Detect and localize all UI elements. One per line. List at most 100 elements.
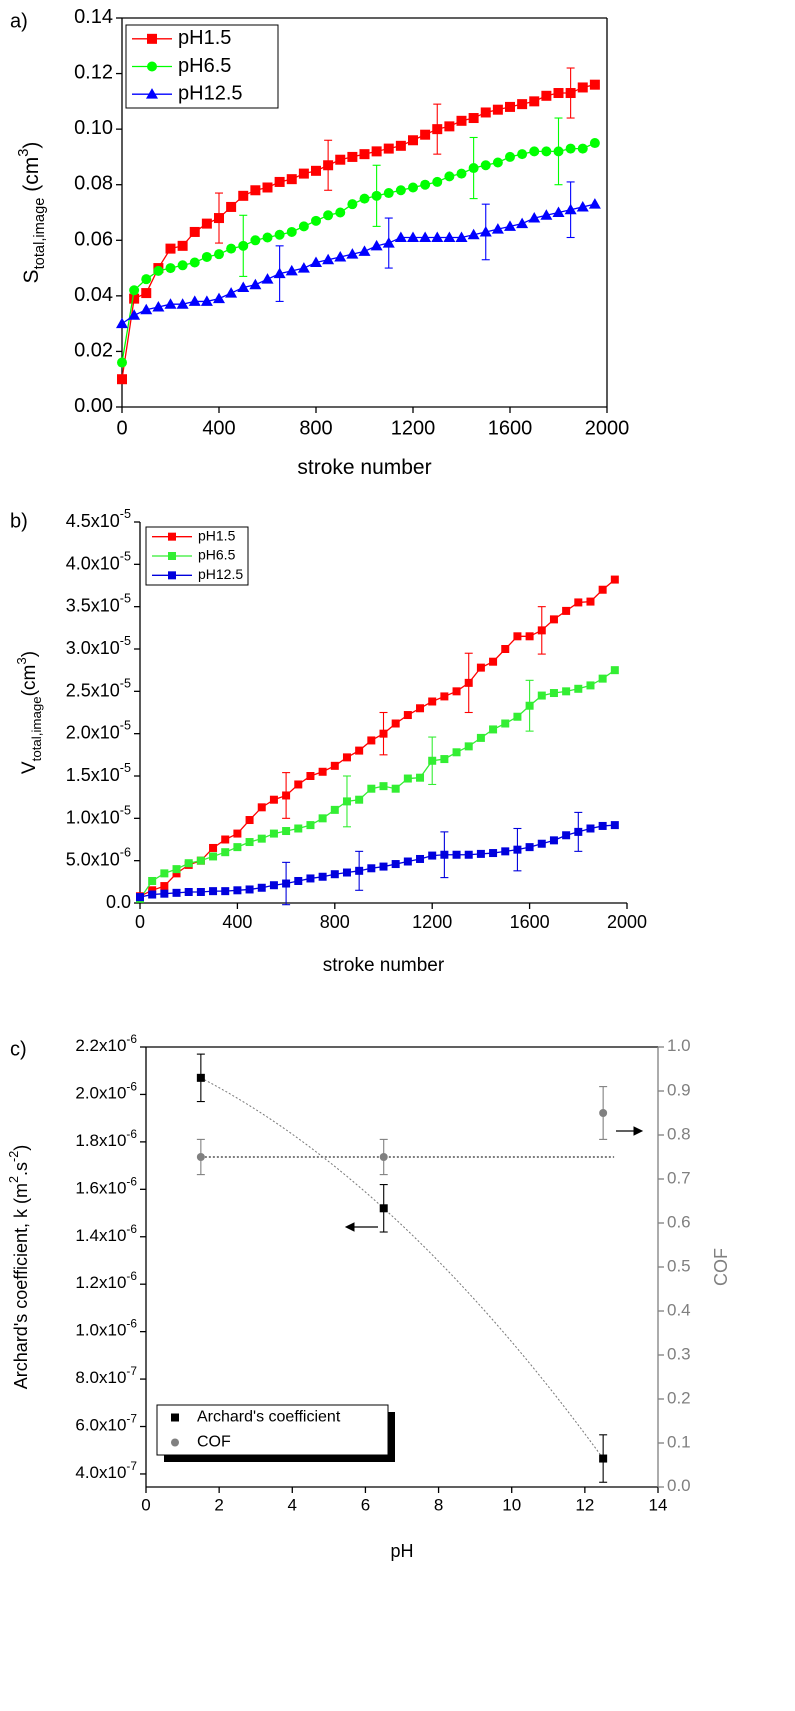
marker	[188, 295, 201, 306]
tick-label: 8	[434, 1495, 443, 1514]
marker	[286, 226, 297, 237]
y-axis-label: Stotal,image (cm3)	[16, 142, 48, 284]
tick-label: 4.5x10-5	[66, 507, 131, 530]
marker	[262, 182, 273, 193]
text-part: -5	[120, 634, 131, 648]
marker	[549, 836, 558, 845]
marker	[238, 190, 249, 201]
marker	[306, 874, 315, 883]
legend-box	[156, 1404, 389, 1456]
marker	[492, 157, 503, 168]
chart: 0 2 4 6 8 10 12 144.0x10-76.0x10-78.0x10-71.0x1…	[7, 1032, 730, 1561]
marker	[282, 827, 291, 836]
marker	[160, 869, 169, 878]
marker	[476, 663, 485, 672]
marker	[257, 883, 266, 892]
marker	[250, 235, 261, 246]
marker	[383, 188, 394, 199]
marker	[516, 217, 529, 229]
tick-label: 1.6x10-6	[75, 1174, 137, 1197]
marker	[214, 249, 224, 260]
marker	[420, 129, 431, 140]
text-part: 5.0x10	[66, 849, 120, 869]
marker	[610, 821, 619, 830]
text-part: -6	[126, 1032, 137, 1046]
marker	[141, 274, 152, 285]
marker	[428, 756, 437, 765]
marker	[489, 725, 498, 734]
marker	[452, 687, 461, 696]
marker	[586, 681, 595, 690]
marker	[501, 719, 510, 728]
marker	[148, 890, 157, 899]
marker	[403, 774, 412, 783]
marker	[428, 851, 437, 860]
text-part: 6.0x10	[75, 1416, 126, 1435]
marker	[164, 298, 177, 309]
marker	[355, 795, 364, 804]
marker	[189, 226, 200, 237]
marker	[233, 843, 242, 852]
text-part: 1.0x10	[75, 1321, 126, 1340]
marker	[196, 856, 205, 865]
marker	[420, 179, 431, 190]
tick-label: 0.8	[667, 1124, 691, 1143]
marker	[468, 163, 479, 174]
marker	[196, 887, 205, 896]
marker	[346, 248, 359, 259]
text-part: 0.12	[74, 62, 113, 84]
series-line	[121, 142, 596, 363]
marker	[129, 293, 140, 304]
marker	[347, 199, 358, 210]
marker	[391, 784, 400, 793]
marker	[359, 193, 370, 204]
tick-label: 0.10	[74, 117, 113, 139]
text-part: pH	[390, 1541, 413, 1561]
series-line	[121, 84, 596, 380]
marker	[367, 784, 376, 793]
text-part: stroke number	[297, 456, 431, 479]
tick-label: 0.1	[667, 1432, 691, 1451]
marker	[201, 251, 212, 262]
marker	[136, 893, 144, 902]
marker	[330, 761, 339, 770]
marker	[274, 229, 285, 240]
marker	[285, 264, 298, 276]
text-part: )	[11, 1145, 31, 1151]
marker	[489, 849, 498, 858]
text-part: 0.08	[74, 173, 113, 195]
marker	[282, 791, 291, 800]
marker	[355, 866, 364, 875]
text-part: COF	[711, 1248, 731, 1286]
marker	[262, 232, 273, 243]
marker	[468, 113, 479, 124]
marker	[237, 281, 250, 293]
marker	[537, 691, 546, 700]
marker	[214, 213, 224, 224]
marker	[330, 870, 339, 879]
marker	[574, 598, 583, 607]
marker	[431, 231, 444, 243]
marker	[318, 814, 327, 823]
marker	[464, 678, 473, 687]
marker	[576, 200, 589, 212]
x-axis-label: stroke number	[323, 955, 445, 976]
marker	[379, 1204, 388, 1213]
marker	[160, 889, 169, 898]
marker	[226, 201, 237, 212]
tick-label: 0.7	[667, 1168, 691, 1187]
marker	[306, 772, 315, 780]
text-part: 1.4x10	[75, 1226, 126, 1245]
legend-marker	[146, 88, 158, 99]
tick-label: 400	[222, 912, 252, 932]
text-part: Archard's coefficient, k (m	[11, 1183, 31, 1389]
text-part: )	[19, 651, 40, 657]
marker	[491, 223, 504, 234]
marker	[209, 843, 218, 852]
marker	[347, 151, 358, 162]
tick-label: 0.2	[667, 1388, 691, 1407]
legend-marker	[147, 33, 157, 44]
text-part: 2.0x10	[75, 1084, 126, 1103]
marker	[540, 209, 553, 220]
